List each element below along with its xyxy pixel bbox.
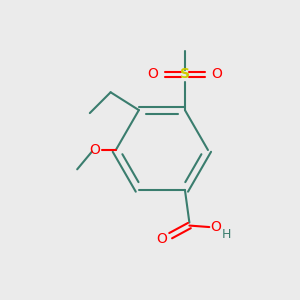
Text: O: O bbox=[90, 143, 101, 157]
Text: O: O bbox=[211, 68, 222, 81]
Text: O: O bbox=[156, 232, 167, 246]
Text: S: S bbox=[180, 68, 190, 81]
Text: O: O bbox=[210, 220, 221, 234]
Text: O: O bbox=[148, 68, 159, 81]
Text: H: H bbox=[222, 228, 231, 241]
